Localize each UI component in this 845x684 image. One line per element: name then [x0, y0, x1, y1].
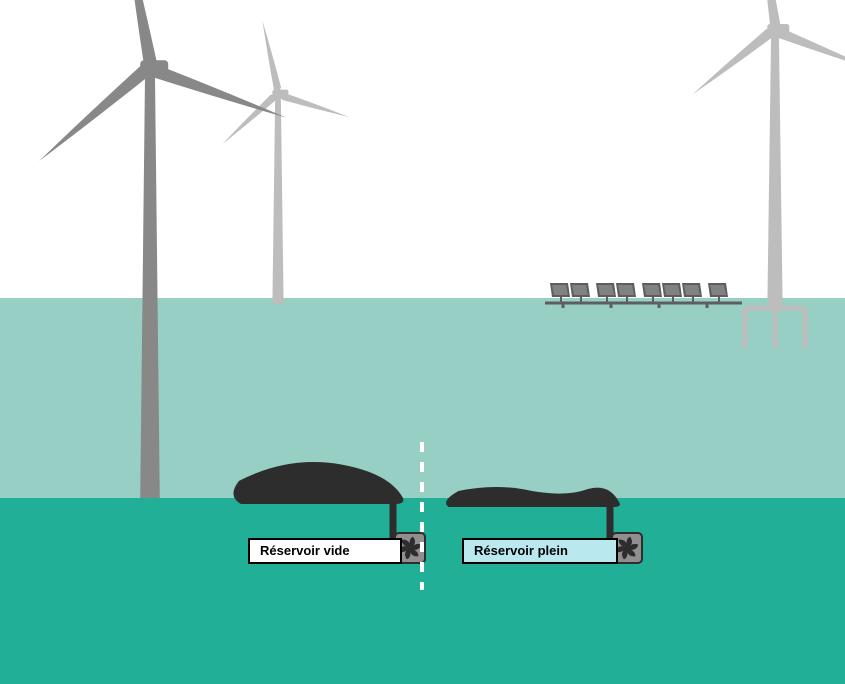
label-reservoir-empty: Réservoir vide	[248, 538, 402, 564]
label-reservoir-full: Réservoir plein	[462, 538, 618, 564]
